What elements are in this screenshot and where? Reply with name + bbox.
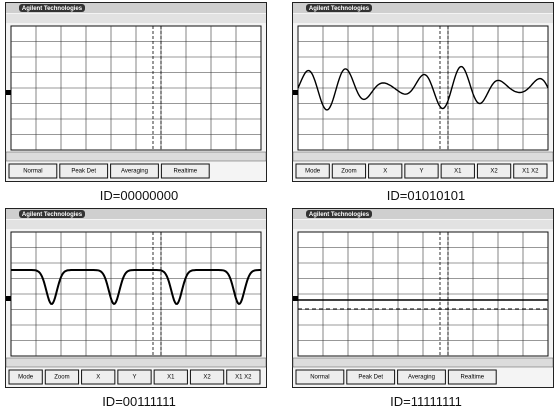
ground-marker xyxy=(293,90,298,95)
brand: Agilent Technologies xyxy=(309,6,370,12)
softkey-label: Averaging xyxy=(408,375,435,381)
status-line xyxy=(6,220,266,229)
scope-panel: Agilent Technologies Mode Zoom X Y X1 X2 X1 X2 I… xyxy=(292,2,558,203)
status-line xyxy=(6,14,266,23)
softkey-label: X1 X2 xyxy=(522,169,539,175)
brand: Agilent Technologies xyxy=(22,6,83,12)
softkey-label: Y xyxy=(419,169,423,175)
scope-screen: Agilent Technologies Mode Zoom X Y X1 X2 X1 X2 xyxy=(5,208,267,388)
softkey-label: X2 xyxy=(490,169,498,175)
softkey-label: X1 xyxy=(167,375,175,381)
scope-screen: Agilent Technologies Normal Peak Det Averag… xyxy=(5,2,267,182)
softkey-label: X xyxy=(96,375,100,381)
softkey-label: Zoom xyxy=(54,375,69,381)
softkey-label: Realtime xyxy=(460,375,484,381)
caption: ID=00000000 xyxy=(5,188,273,203)
softkey-label: Realtime xyxy=(173,169,197,175)
brand: Agilent Technologies xyxy=(309,212,370,218)
figure: Agilent Technologies Normal Peak Det Averag… xyxy=(0,0,558,410)
caption: ID=00111111 xyxy=(5,394,273,409)
softkey-label: Mode xyxy=(18,375,34,381)
brand: Agilent Technologies xyxy=(22,212,83,218)
measure-bar xyxy=(293,358,553,367)
scope-panel: Agilent Technologies Normal Peak Det Averag… xyxy=(5,2,273,203)
scope-screen: Agilent Technologies Normal Peak Det Averag… xyxy=(292,208,554,388)
softkey-label: Zoom xyxy=(341,169,356,175)
ground-marker xyxy=(293,296,298,301)
softkey-label: X xyxy=(383,169,387,175)
scope-panel: Agilent Technologies Mode Zoom X Y X1 X2 X1 X2 I… xyxy=(5,208,273,409)
softkey-label: Normal xyxy=(23,169,42,175)
softkey-label: X1 xyxy=(454,169,462,175)
softkey-label: Peak Det xyxy=(358,375,383,381)
ground-marker xyxy=(6,90,11,95)
status-line xyxy=(293,220,553,229)
ground-marker xyxy=(6,296,11,301)
softkey-label: X2 xyxy=(203,375,211,381)
softkey-label: X1 X2 xyxy=(235,375,252,381)
softkey-label: Normal xyxy=(310,375,329,381)
softkey-label: Y xyxy=(132,375,136,381)
measure-bar xyxy=(293,152,553,161)
scope-screen: Agilent Technologies Mode Zoom X Y X1 X2 X1 X2 xyxy=(292,2,554,182)
caption: ID=11111111 xyxy=(292,394,558,409)
measure-bar xyxy=(6,152,266,161)
softkey-label: Averaging xyxy=(121,169,148,175)
softkey-label: Peak Det xyxy=(71,169,96,175)
measure-bar xyxy=(6,358,266,367)
scope-panel: Agilent Technologies Normal Peak Det Averag… xyxy=(292,208,558,409)
caption: ID=01010101 xyxy=(292,188,558,203)
status-line xyxy=(293,14,553,23)
softkey-label: Mode xyxy=(305,169,321,175)
